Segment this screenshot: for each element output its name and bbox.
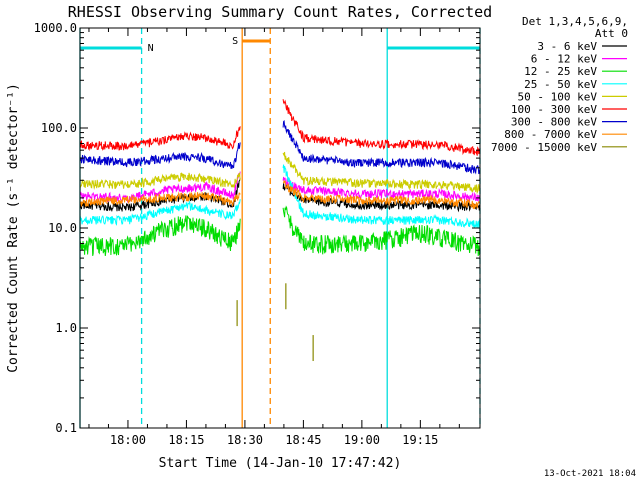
x-tick-label: 18:45 <box>285 433 321 447</box>
x-tick-label: 18:15 <box>168 433 204 447</box>
series-line <box>79 199 241 226</box>
legend-entry: 800 - 7000 keV <box>504 128 597 141</box>
series-line <box>79 215 241 257</box>
flag-bars: NS <box>80 36 480 54</box>
legend-header: Att 0 <box>595 27 628 40</box>
series-line <box>79 191 241 208</box>
x-tick-label: 18:30 <box>227 433 263 447</box>
legend-entry: 25 - 50 keV <box>524 78 597 91</box>
x-tick-label: 18:00 <box>110 433 146 447</box>
legend-entry: 100 - 300 keV <box>511 103 597 116</box>
legend-entry: 6 - 12 keV <box>531 53 598 66</box>
series-lines <box>79 99 481 362</box>
y-axis-label: Corrected Count Rate (s⁻¹ detector⁻¹) <box>6 83 21 373</box>
series-line <box>282 151 481 195</box>
series-line <box>282 180 481 210</box>
series-line <box>282 164 481 229</box>
chart-title: RHESSI Observing Summary Count Rates, Co… <box>68 3 492 21</box>
axes <box>79 27 481 429</box>
y-tick-label: 1000.0 <box>34 21 77 35</box>
x-tick-labels: 18:00 18:15 18:30 18:45 19:00 19:15 <box>110 433 439 447</box>
x-tick-label: 19:15 <box>402 433 438 447</box>
y-tick-label: 0.1 <box>55 421 77 435</box>
y-tick-label: 1.0 <box>55 321 77 335</box>
x-tick-label: 19:00 <box>344 433 380 447</box>
legend-entry: 7000 - 15000 keV <box>491 141 597 154</box>
y-tick-labels: 1000.0 100.0 10.0 1.0 0.1 <box>34 21 77 435</box>
series-line <box>79 142 241 169</box>
flag-label: N <box>148 43 154 54</box>
series-line <box>282 99 481 156</box>
series-line <box>282 119 481 175</box>
y-tick-label: 100.0 <box>41 121 77 135</box>
flag-label: S <box>232 36 238 47</box>
legend-entry: 3 - 6 keV <box>537 40 597 53</box>
series-line <box>79 172 241 190</box>
legend-entry: 300 - 800 keV <box>511 116 597 129</box>
legend-entry: 50 - 100 keV <box>518 90 598 103</box>
y-tick-label: 10.0 <box>48 221 77 235</box>
series-line <box>282 205 481 257</box>
legend-header: Det 1,3,4,5,6,9, <box>522 15 628 28</box>
legend-entry: 12 - 25 keV <box>524 65 597 78</box>
footer-timestamp: 13-Oct-2021 18:04 <box>544 469 636 479</box>
x-axis-label: Start Time (14-Jan-10 17:47:42) <box>159 456 402 471</box>
series-line <box>79 126 241 152</box>
